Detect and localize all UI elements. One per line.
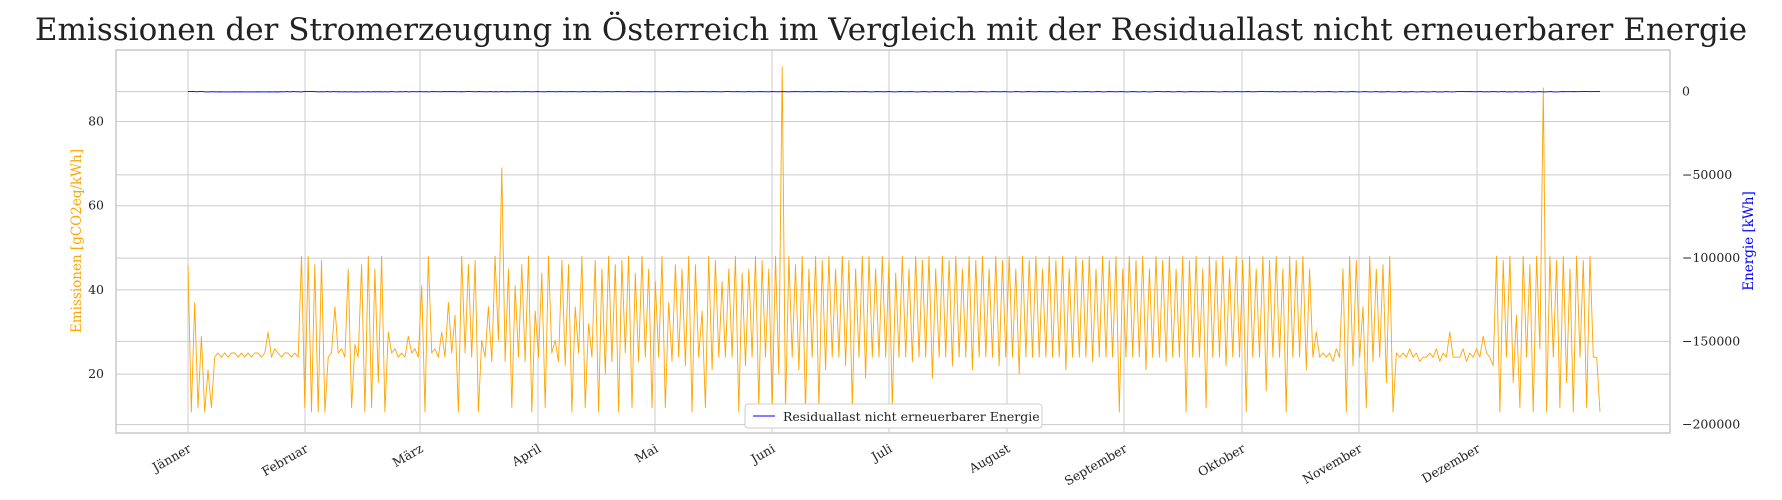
right-tick-label: −200000 xyxy=(1682,417,1740,432)
emission-line xyxy=(187,66,1601,413)
right-tick-label: −50000 xyxy=(1682,167,1732,182)
x-tick-label: Juli xyxy=(867,441,894,466)
left-y-axis: 20 40 60 80 xyxy=(88,114,104,382)
x-tick-label: Februar xyxy=(259,441,311,479)
right-tick-label: −150000 xyxy=(1682,333,1740,348)
x-tick-label: Mai xyxy=(632,441,661,466)
left-tick-label: 20 xyxy=(88,366,104,381)
left-tick-label: 80 xyxy=(88,114,104,129)
x-axis: Jänner Februar März April Mai Juni Juli August S… xyxy=(148,440,1483,488)
x-tick-label: Oktober xyxy=(1195,441,1247,480)
x-tick-label: November xyxy=(1300,441,1365,487)
right-tick-label: 0 xyxy=(1682,84,1690,99)
left-tick-label: 40 xyxy=(88,282,104,297)
legend: Residuallast nicht erneuerbarer Energie xyxy=(744,403,1043,429)
x-tick-label: August xyxy=(966,441,1013,477)
legend-box xyxy=(744,403,1043,429)
left-tick-label: 60 xyxy=(88,198,104,213)
left-y-axis-label: Emissionen [gCO2eq/kWh] xyxy=(69,149,85,333)
right-tick-label: −100000 xyxy=(1682,250,1740,265)
x-tick-label: Juni xyxy=(747,441,778,468)
right-y-axis: −200000 −150000 −100000 −50000 0 xyxy=(1682,84,1740,432)
x-tick-label: April xyxy=(508,441,543,470)
emission-series xyxy=(187,66,1601,413)
x-tick-label: März xyxy=(390,440,426,470)
chart-title: Emissionen der Stromerzeugung in Österre… xyxy=(35,10,1747,48)
right-y-axis-label: Energie [kWh] xyxy=(1741,191,1757,291)
x-tick-label: Dezember xyxy=(1419,441,1482,486)
legend-label: Residuallast nicht erneuerbarer Energie xyxy=(783,409,1040,424)
x-tick-label: September xyxy=(1062,441,1130,489)
x-tick-label: Jänner xyxy=(148,441,194,476)
